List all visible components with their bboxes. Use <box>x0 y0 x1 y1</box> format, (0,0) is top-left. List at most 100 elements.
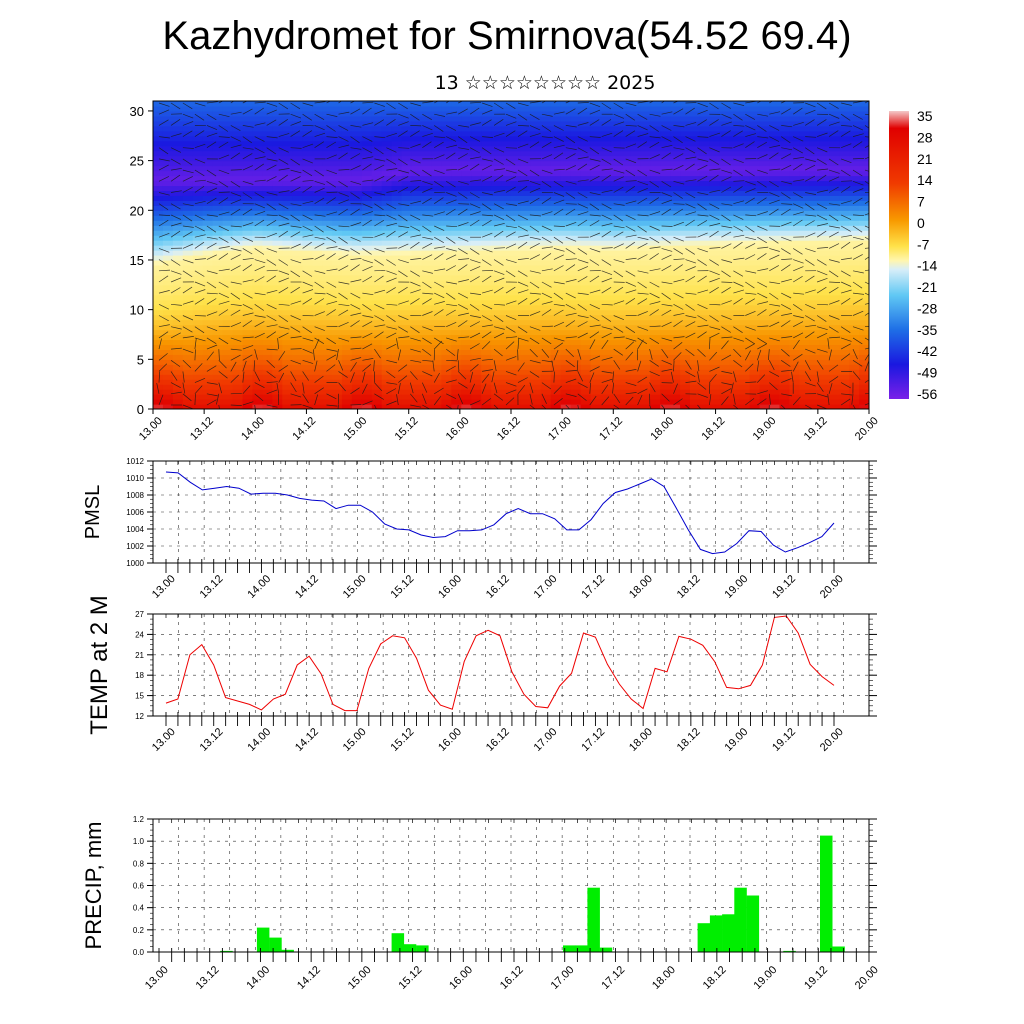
heatmap-cell <box>222 165 234 172</box>
heatmap-cell <box>709 354 721 360</box>
wind-barb <box>206 326 218 332</box>
heatmap-cell <box>282 289 293 296</box>
heatmap-cell <box>859 160 869 167</box>
heatmap-cell <box>162 125 174 132</box>
heatmap-cell <box>530 101 542 107</box>
wind-barb <box>218 300 230 305</box>
heatmap-cell <box>680 205 691 211</box>
heatmap-cell <box>520 284 532 291</box>
heatmap-cell <box>441 354 452 360</box>
heatmap-cell <box>709 115 721 122</box>
heatmap-cell <box>709 150 721 157</box>
heatmap-cell <box>859 135 869 142</box>
heatmap-cell <box>371 379 383 385</box>
heatmap-cell <box>849 240 860 246</box>
heatmap-cell <box>242 165 254 172</box>
heatmap-cell <box>202 399 214 405</box>
heatmap-cell <box>680 140 691 147</box>
heatmap-cell <box>540 205 552 211</box>
heatmap-cell <box>709 369 721 375</box>
heatmap-cell <box>172 235 184 241</box>
wind-barb <box>290 393 302 398</box>
heatmap-cell <box>789 105 800 112</box>
heatmap-cell <box>322 269 333 276</box>
heatmap-cell <box>401 180 413 187</box>
heatmap-cell <box>302 115 313 122</box>
heatmap-cell <box>680 404 691 409</box>
heatmap-cell <box>461 125 472 132</box>
heatmap-cell <box>560 324 572 331</box>
heatmap-cell <box>481 170 492 177</box>
wind-barb <box>230 337 242 342</box>
wind-barb <box>374 303 385 310</box>
heatmap-cell <box>660 120 671 127</box>
heatmap-cell <box>719 269 731 276</box>
heatmap-cell <box>252 115 263 122</box>
heatmap-cell <box>511 135 522 142</box>
heatmap-cell <box>411 105 423 112</box>
heatmap-cell <box>481 279 492 286</box>
heatmap-cell <box>839 155 850 162</box>
heatmap-cell <box>789 329 800 336</box>
wind-barb <box>362 321 373 328</box>
heatmap-cell <box>481 264 492 271</box>
heatmap-cell <box>262 165 273 172</box>
heatmap-cell <box>670 245 681 251</box>
heatmap-cell <box>262 349 273 355</box>
heatmap-cell <box>560 319 572 326</box>
heatmap-cell <box>660 101 671 107</box>
heatmap-cell <box>451 314 462 321</box>
heatmap-cell <box>719 359 731 365</box>
heatmap-cell <box>680 264 691 271</box>
heatmap-cell <box>610 274 621 281</box>
heatmap-cell <box>769 250 781 256</box>
heatmap-cell <box>262 200 273 206</box>
heatmap-cell <box>351 210 363 216</box>
heatmap-cell <box>769 245 781 251</box>
heatmap-cell <box>302 145 313 152</box>
heatmap-cell <box>680 255 691 261</box>
heatmap-cell <box>391 374 403 380</box>
heatmap-cell <box>540 160 552 167</box>
heatmap-cell <box>202 364 214 370</box>
heatmap-cell <box>222 115 234 122</box>
heatmap-cell <box>332 274 343 281</box>
heatmap-cell <box>222 145 234 152</box>
heatmap-cell <box>411 324 423 331</box>
heatmap-cell <box>779 289 791 296</box>
heatmap-cell <box>540 185 552 192</box>
heatmap-cell <box>620 220 631 226</box>
heatmap-cell <box>172 354 184 360</box>
heatmap-cell <box>779 369 791 375</box>
heatmap-cell <box>670 210 681 216</box>
heatmap-cell <box>272 389 283 395</box>
heatmap-cell <box>332 344 343 350</box>
heatmap-cell <box>451 389 462 395</box>
heatmap-cell <box>441 180 452 187</box>
heatmap-cell <box>600 115 612 122</box>
wind-barb <box>170 230 181 238</box>
heatmap-cell <box>153 215 164 221</box>
heatmap-cell <box>690 145 701 152</box>
heatmap-cell <box>511 255 522 261</box>
heatmap-cell <box>182 230 194 236</box>
heatmap-cell <box>212 220 224 226</box>
heatmap-cell <box>530 190 542 196</box>
heatmap-cell <box>212 165 224 172</box>
heatmap-cell <box>431 369 442 375</box>
heatmap-cell <box>660 140 671 147</box>
heatmap-cell <box>282 269 293 276</box>
heatmap-cell <box>739 314 751 321</box>
heatmap-cell <box>520 185 532 192</box>
heatmap-cell <box>381 190 393 196</box>
heatmap-cell <box>809 329 820 336</box>
heatmap-cell <box>312 329 323 336</box>
heatmap-cell <box>222 130 234 137</box>
heatmap-cell <box>461 274 472 281</box>
heatmap-cell <box>849 170 860 177</box>
heatmap-cell <box>481 394 492 400</box>
heatmap-cell <box>172 309 184 316</box>
heatmap-cell <box>530 264 542 271</box>
heatmap-cell <box>182 344 194 350</box>
heatmap-cell <box>540 105 552 112</box>
